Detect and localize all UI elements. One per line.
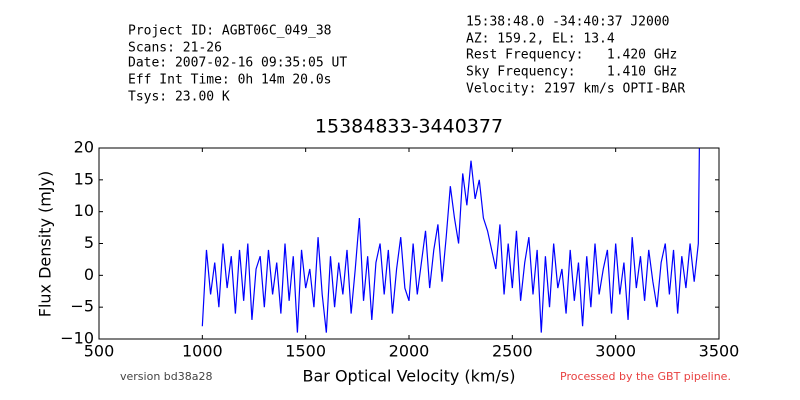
x-tick-label: 2500 bbox=[492, 342, 533, 361]
header-right: 15:38:48.0 -34:40:37 J2000 AZ: 159.2, EL… bbox=[466, 15, 685, 97]
x-tick-label: 1000 bbox=[182, 342, 223, 361]
y-axis-label: Flux Density (mJy) bbox=[36, 171, 55, 318]
y-tick-label: 10 bbox=[74, 201, 94, 220]
header-left: Project ID: AGBT06C_049_38 Scans: 21-26 … bbox=[128, 24, 347, 105]
x-tick-label: 3000 bbox=[595, 342, 636, 361]
header-line: Scans: 21-26 bbox=[128, 41, 222, 56]
y-tick-label: 15 bbox=[74, 169, 94, 188]
header-line: Date: 2007-02-16 09:35:05 UT bbox=[128, 56, 347, 71]
spectrum-line bbox=[201, 147, 700, 333]
chart-title: 15384833-3440377 bbox=[315, 116, 503, 138]
y-tick-label: 5 bbox=[84, 233, 94, 252]
x-axis-label: Bar Optical Velocity (km/s) bbox=[303, 367, 516, 386]
pipeline-note: Processed by the GBT pipeline. bbox=[560, 370, 731, 383]
y-tick-label: 0 bbox=[84, 265, 94, 284]
header-line: 15:38:48.0 -34:40:37 J2000 bbox=[466, 15, 670, 30]
x-tick-label: 2000 bbox=[389, 342, 430, 361]
version-note: version bd38a28 bbox=[120, 370, 213, 383]
header-line: Rest Frequency: 1.420 GHz bbox=[466, 48, 677, 63]
y-tick-label: −5 bbox=[70, 297, 94, 316]
header-line: Sky Frequency: 1.410 GHz bbox=[466, 65, 677, 80]
x-tick-label: 1500 bbox=[285, 342, 326, 361]
header-line: Tsys: 23.00 K bbox=[128, 90, 230, 105]
header-line: AZ: 159.2, EL: 13.4 bbox=[466, 32, 615, 47]
x-tick-label: 3500 bbox=[699, 342, 740, 361]
header-line: Project ID: AGBT06C_049_38 bbox=[128, 24, 332, 39]
header-line: Velocity: 2197 km/s OPTI-BAR bbox=[466, 82, 685, 97]
x-tick-label: 500 bbox=[84, 342, 115, 361]
header-line: Eff Int Time: 0h 14m 20.0s bbox=[128, 73, 332, 88]
y-tick-label: 20 bbox=[74, 138, 94, 157]
y-tick-label: −10 bbox=[60, 329, 94, 348]
